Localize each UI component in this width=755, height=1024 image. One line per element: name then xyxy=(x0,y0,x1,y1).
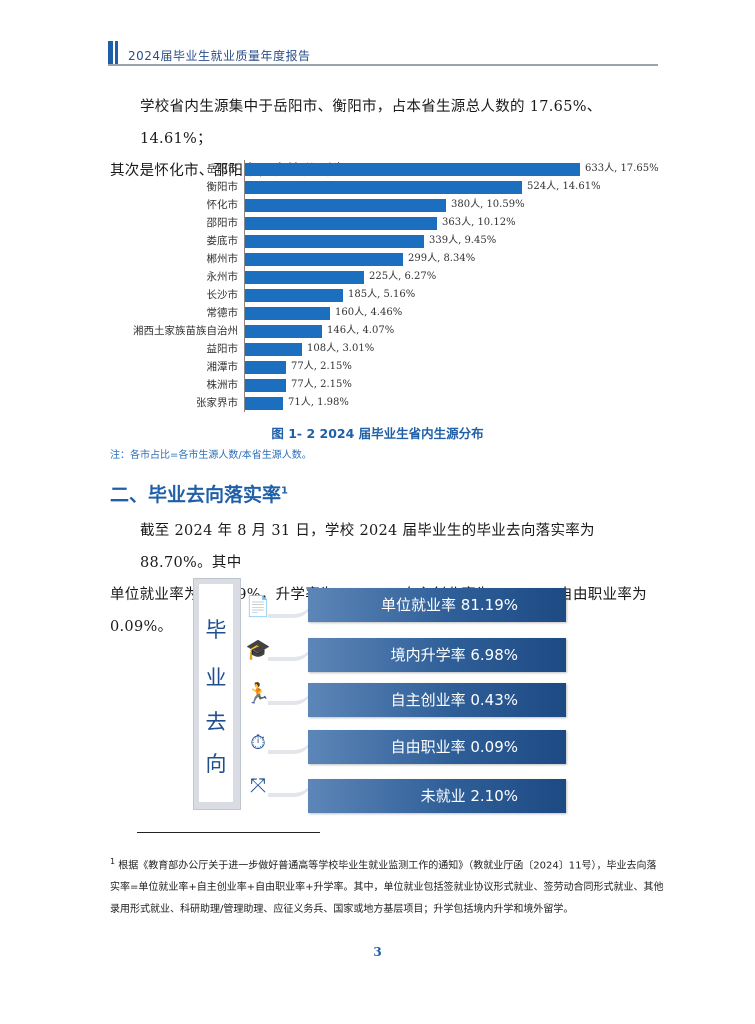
bar xyxy=(245,217,437,230)
category-label: 长沙市 xyxy=(206,289,239,301)
chart-row: 常德市 160人, 4.46% xyxy=(110,304,670,322)
bar xyxy=(245,181,522,194)
chart-row: 长沙市 185人, 5.16% xyxy=(110,286,670,304)
connector-curve xyxy=(268,736,312,754)
side-char: 业 xyxy=(205,666,227,690)
bar xyxy=(245,235,424,248)
data-label: 380人, 10.59% xyxy=(451,199,525,210)
connector-curve xyxy=(268,600,312,618)
entrepreneurship-rate-pill: 自主创业率 0.43% xyxy=(308,683,566,717)
footnote-rule xyxy=(137,832,320,833)
source-distribution-bar-chart: 岳阳市 633人, 17.65% 衡阳市 524人, 14.61% 怀化市 380人, 1… xyxy=(110,160,670,420)
chart-row: 衡阳市 524人, 14.61% xyxy=(110,178,670,196)
chart-row: 岳阳市 633人, 17.65% xyxy=(110,160,670,178)
bar xyxy=(245,343,302,356)
chart-row: 郴州市 299人, 8.34% xyxy=(110,250,670,268)
bar xyxy=(245,379,286,392)
category-label: 永州市 xyxy=(206,271,239,283)
data-label: 160人, 4.46% xyxy=(335,307,403,318)
chart-caption: 图 1- 2 2024 届毕业生省内生源分布 xyxy=(271,426,484,441)
data-label: 185人, 5.16% xyxy=(348,289,416,300)
data-label: 71人, 1.98% xyxy=(288,397,349,408)
data-label: 77人, 2.15% xyxy=(291,361,352,372)
bar xyxy=(245,289,343,302)
data-label: 524人, 14.61% xyxy=(527,181,601,192)
chart-row: 娄底市 339人, 9.45% xyxy=(110,232,670,250)
infographic-side-inner xyxy=(199,584,233,802)
connector-curve xyxy=(268,643,312,661)
category-label: 株洲市 xyxy=(206,379,239,391)
chart-row: 湘西土家族苗族自治州 146人, 4.07% xyxy=(110,322,670,340)
bar xyxy=(245,199,446,212)
category-label: 湘西土家族苗族自治州 xyxy=(133,325,238,337)
bar xyxy=(245,271,364,284)
header-accent-bar xyxy=(108,41,113,65)
data-label: 633人, 17.65% xyxy=(585,163,659,174)
bar xyxy=(245,361,286,374)
employment-rate-pill: 单位就业率 81.19% xyxy=(308,588,566,622)
section-footnote-mark: 1 xyxy=(281,485,288,497)
category-label: 怀化市 xyxy=(206,199,239,211)
footnote: 1 根据《教育部办公厅关于进一步做好普通高等学校毕业生就业监测工作的通知》（教就… xyxy=(110,851,665,921)
data-label: 363人, 10.12% xyxy=(442,217,516,228)
category-label: 岳阳市 xyxy=(206,163,239,175)
contract-icon: 📄 xyxy=(245,594,271,618)
category-label: 张家界市 xyxy=(196,397,238,409)
header-accent-bar-2 xyxy=(115,41,118,65)
bar xyxy=(245,253,403,266)
data-label: 146人, 4.07% xyxy=(327,325,395,336)
data-label: 225人, 6.27% xyxy=(369,271,437,282)
category-label: 湘潭市 xyxy=(206,361,239,373)
category-label: 衡阳市 xyxy=(206,181,239,193)
bar xyxy=(245,307,330,320)
data-label: 299人, 8.34% xyxy=(408,253,476,264)
page-number: 3 xyxy=(373,945,382,959)
header-rule xyxy=(108,64,658,66)
data-label: 77人, 2.15% xyxy=(291,379,352,390)
category-label: 益阳市 xyxy=(206,343,239,355)
chart-note: 注：各市占比=各市生源人数/本省生源人数。 xyxy=(110,450,312,461)
further-study-rate-pill: 境内升学率 6.98% xyxy=(308,638,566,672)
bar xyxy=(245,397,283,410)
chart-row: 株洲市 77人, 2.15% xyxy=(110,376,670,394)
category-label: 常德市 xyxy=(206,307,239,319)
person-clock-icon: ⏱ xyxy=(250,730,266,754)
header-title: 2024届毕业生就业质量年度报告 xyxy=(128,49,311,63)
chart-row: 湘潭市 77人, 2.15% xyxy=(110,358,670,376)
footnote-text: 根据《教育部办公厅关于进一步做好普通高等学校毕业生就业监测工作的通知》（教就业厅… xyxy=(110,860,664,916)
bar xyxy=(245,163,580,176)
direction-arrows-icon: ⤧ xyxy=(250,773,266,797)
connector-curve xyxy=(268,779,312,797)
chart-row: 怀化市 380人, 10.59% xyxy=(110,196,670,214)
data-label: 108人, 3.01% xyxy=(307,343,375,354)
section-title: 二、毕业去向落实率 xyxy=(110,484,282,506)
section-heading: 二、毕业去向落实率1 xyxy=(110,480,288,507)
category-label: 邵阳市 xyxy=(206,217,239,229)
unemployed-rate-pill: 未就业 2.10% xyxy=(308,779,566,813)
footnote-mark: 1 xyxy=(110,857,116,866)
chart-row: 张家界市 71人, 1.98% xyxy=(110,394,670,412)
chart-axis xyxy=(244,160,245,412)
data-label: 339人, 9.45% xyxy=(429,235,497,246)
destination-line-1: 截至 2024 年 8 月 31 日，学校 2024 届毕业生的毕业去向落实率为… xyxy=(140,523,595,571)
connector-curve xyxy=(268,687,312,705)
chart-row: 益阳市 108人, 3.01% xyxy=(110,340,670,358)
category-label: 郴州市 xyxy=(206,253,239,265)
graduation-cap-icon: 🎓 xyxy=(245,637,271,661)
chart-row: 永州市 225人, 6.27% xyxy=(110,268,670,286)
side-char: 去 xyxy=(205,710,227,734)
running-person-icon: 🏃 xyxy=(245,681,271,705)
freelance-rate-pill: 自由职业率 0.09% xyxy=(308,730,566,764)
intro-line-1: 学校省内生源集中于岳阳市、衡阳市，占本省生源总人数的 17.65%、14.61%… xyxy=(140,99,602,147)
side-char: 向 xyxy=(205,752,227,776)
side-char: 毕 xyxy=(205,618,227,642)
bar xyxy=(245,325,322,338)
chart-row: 邵阳市 363人, 10.12% xyxy=(110,214,670,232)
category-label: 娄底市 xyxy=(206,235,239,247)
